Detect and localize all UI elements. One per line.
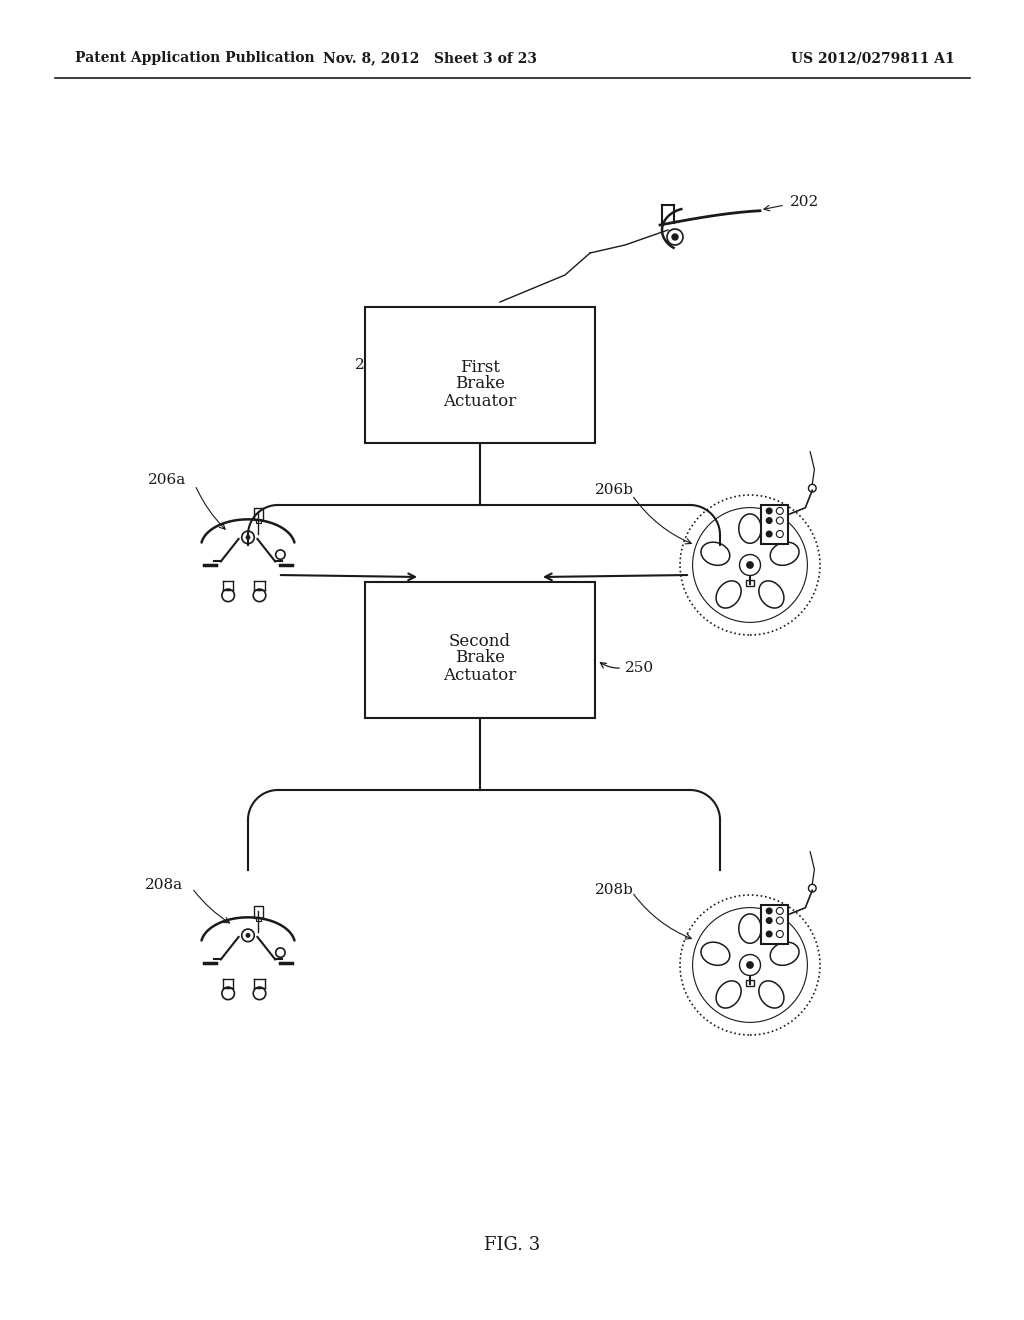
Bar (256, 519, 261, 523)
Circle shape (672, 234, 678, 240)
Text: Brake: Brake (455, 649, 505, 667)
Text: Actuator: Actuator (443, 668, 517, 685)
Circle shape (766, 931, 772, 937)
Circle shape (246, 536, 250, 540)
Bar (745, 581, 755, 586)
Text: Second: Second (449, 634, 511, 651)
Text: 206a: 206a (148, 473, 186, 487)
Text: Patent Application Publication: Patent Application Publication (75, 51, 314, 65)
Circle shape (746, 961, 754, 969)
Circle shape (766, 917, 772, 924)
Bar (761, 906, 787, 944)
Circle shape (766, 908, 772, 913)
Bar (745, 981, 755, 986)
Text: 208b: 208b (595, 883, 634, 898)
Text: Brake: Brake (455, 375, 505, 392)
Text: Nov. 8, 2012   Sheet 3 of 23: Nov. 8, 2012 Sheet 3 of 23 (323, 51, 537, 65)
Text: 250: 250 (625, 661, 654, 675)
Circle shape (246, 933, 250, 937)
Circle shape (766, 508, 772, 513)
Bar (761, 506, 787, 544)
Text: 203: 203 (355, 358, 384, 372)
Text: 208a: 208a (145, 878, 183, 892)
Bar (365, 582, 595, 718)
Circle shape (746, 561, 754, 569)
Text: 206b: 206b (595, 483, 634, 498)
Bar (256, 917, 261, 921)
Bar (254, 906, 262, 917)
Bar (254, 508, 262, 520)
Text: US 2012/0279811 A1: US 2012/0279811 A1 (792, 51, 955, 65)
Circle shape (766, 517, 772, 523)
Text: FIG. 3: FIG. 3 (484, 1236, 540, 1254)
Text: Actuator: Actuator (443, 392, 517, 409)
Circle shape (766, 531, 772, 537)
Text: First: First (460, 359, 500, 375)
Text: 202: 202 (790, 195, 819, 209)
Bar (365, 308, 595, 444)
